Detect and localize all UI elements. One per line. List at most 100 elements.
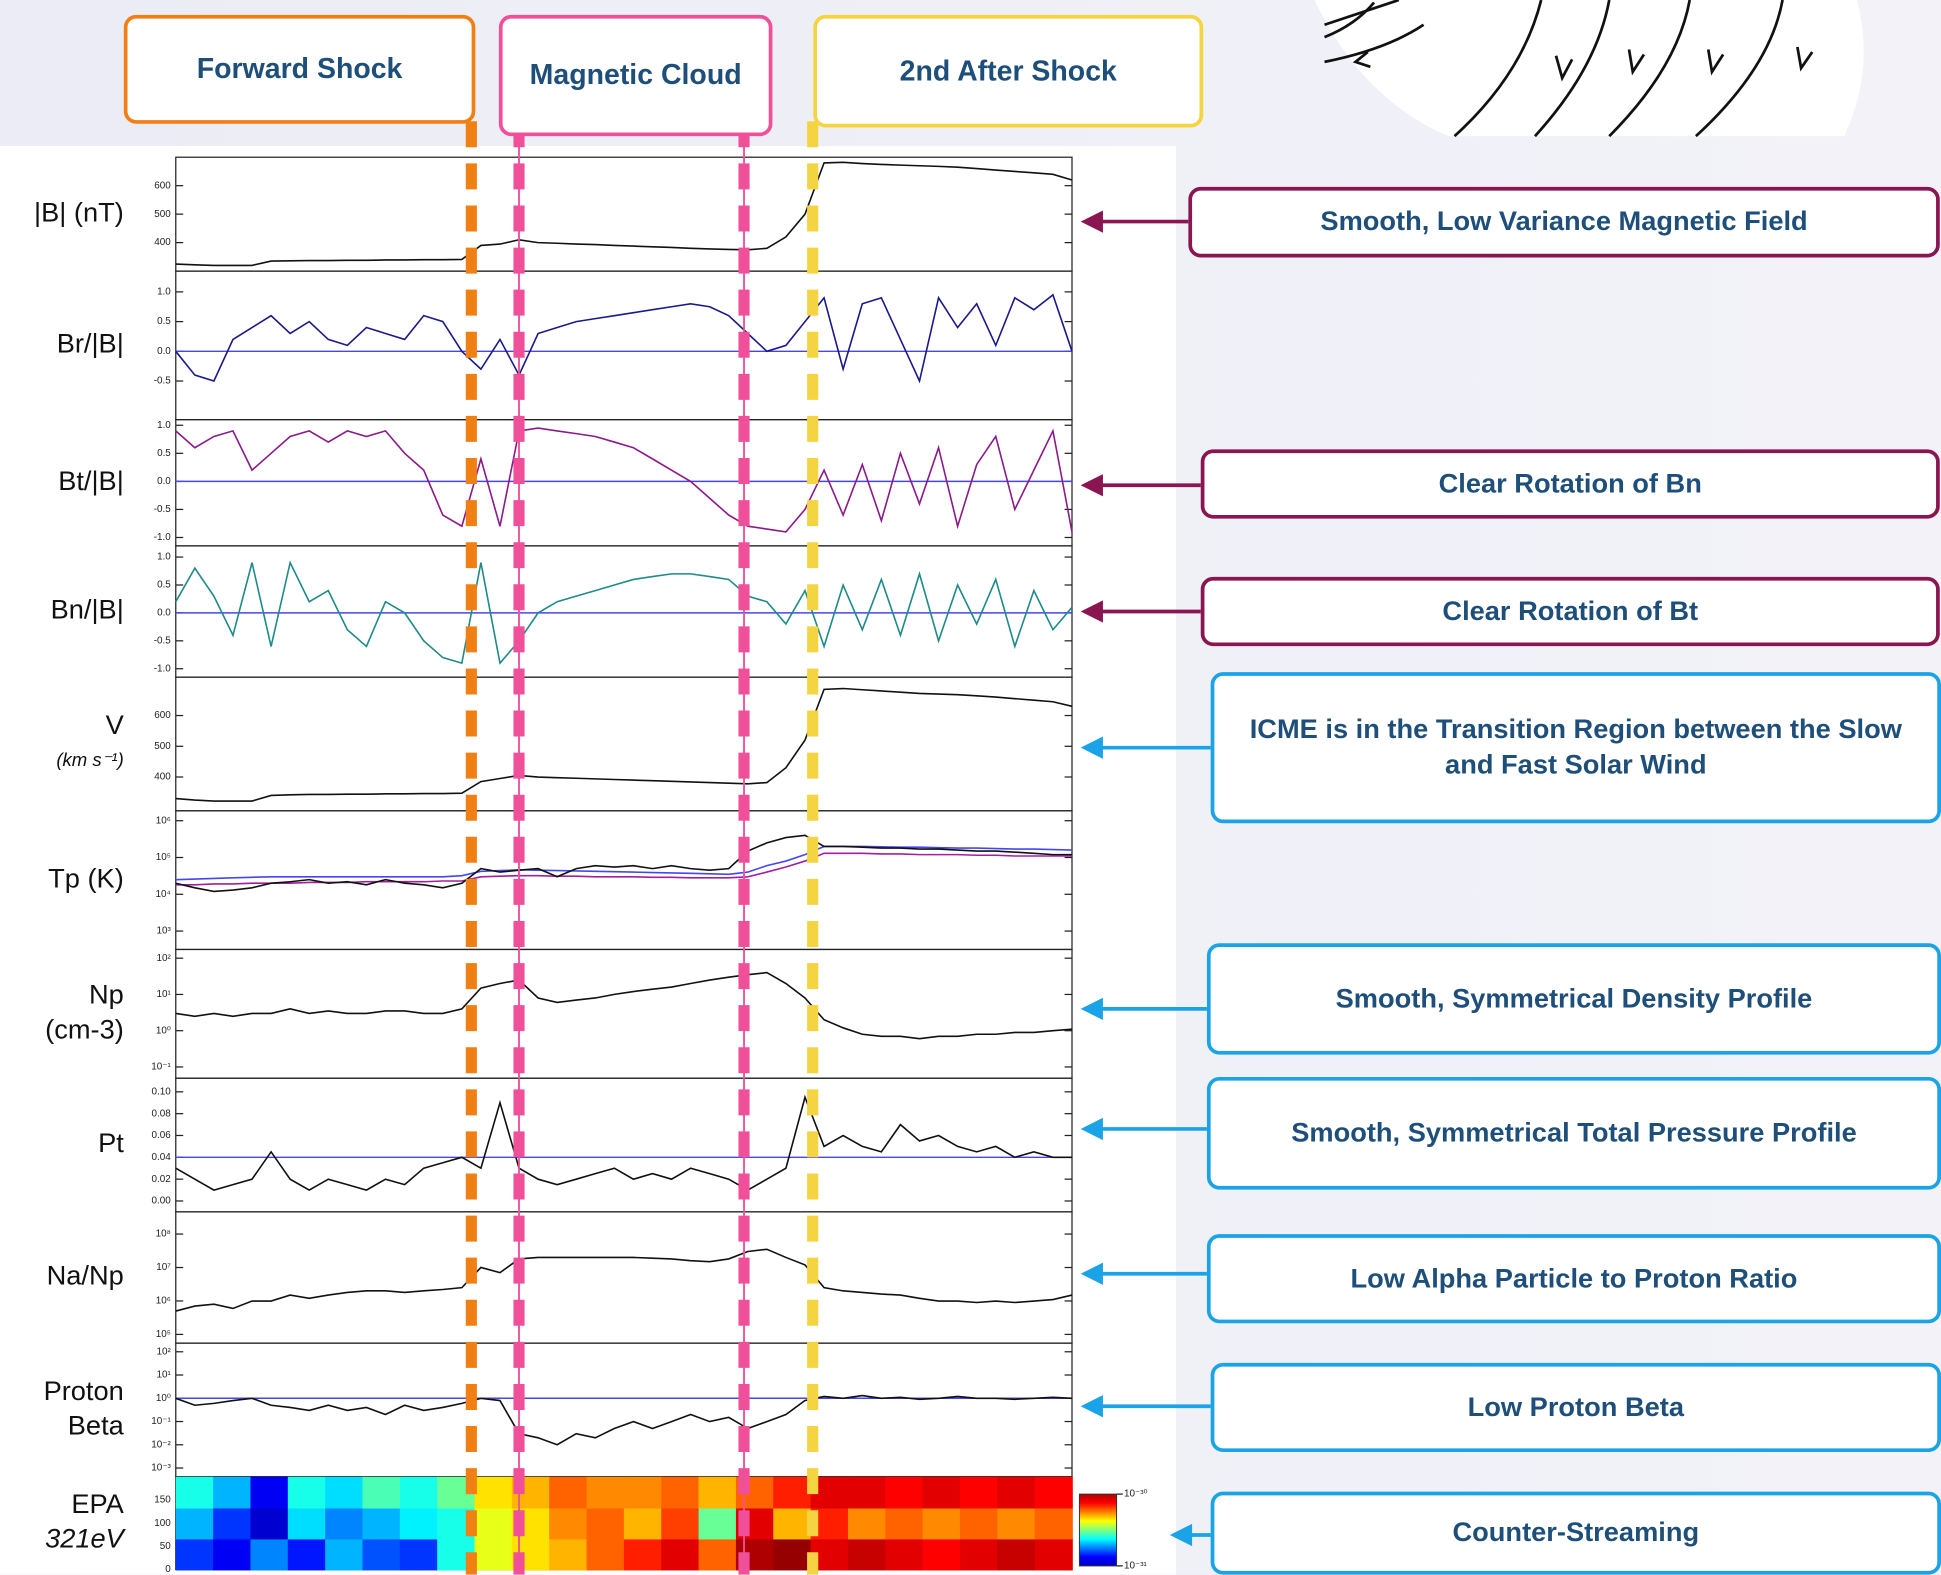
y-tick-label: 10⁶ [156,1296,171,1307]
annotation-box: Counter-Streaming [1211,1492,1941,1575]
y-axis-label: V [106,709,125,740]
heatmap-cell [400,1539,438,1571]
y-tick-label: 500 [154,209,171,220]
y-tick-label: 0.10 [152,1086,172,1097]
heatmap-cell [362,1477,400,1509]
heatmap-cell [288,1477,326,1509]
y-axis-label: 321eV [45,1523,127,1554]
heatmap-cell [699,1508,737,1540]
page: 400500600|B| (nT)-0.50.00.51.0Br/|B|-1.0… [0,0,1941,1575]
y-tick-label: 10⁷ [156,1262,171,1273]
y-tick-label: 10² [157,1346,172,1357]
annotation-box: Clear Rotation of Bt [1201,577,1940,646]
y-tick-label: 10⁻² [151,1439,171,1450]
y-tick-label: 0.04 [152,1152,172,1163]
heatmap-cell [288,1508,326,1540]
heatmap-cell [848,1477,886,1509]
y-tick-label: 50 [160,1541,172,1552]
heatmap-cell [587,1477,625,1509]
y-tick-label: 0.02 [152,1174,171,1185]
y-tick-label: 10¹ [157,1370,172,1381]
y-tick-label: 10⁰ [156,1025,171,1036]
y-tick-label: 10⁰ [156,1393,171,1404]
y-axis-label: Beta [68,1409,125,1440]
colorbar-tick-label: 10⁻³¹ [1124,1561,1148,1572]
y-tick-label: 10⁵ [156,852,171,863]
heatmap-cell [699,1477,737,1509]
heatmap-cell [176,1539,214,1571]
field-line-sketch [1315,0,1864,136]
heatmap-cell [587,1508,625,1540]
heatmap-cell [325,1539,363,1571]
y-tick-label: 10⁻³ [151,1463,171,1474]
y-tick-label: 0.5 [157,448,171,459]
colorbar-tick-label: 10⁻³⁰ [1124,1489,1148,1500]
heatmap-cell [923,1508,961,1540]
heatmap-cell [475,1477,513,1509]
y-axis-label: Pt [98,1127,124,1158]
header-box: 2nd After Shock [813,15,1203,128]
heatmap-cell [773,1508,811,1540]
y-axis-label: Proton [44,1375,124,1406]
heatmap-cell [176,1508,214,1540]
y-tick-label: 500 [154,741,171,752]
header-box: Forward Shock [124,15,476,124]
heatmap-cell [250,1508,288,1540]
heatmap-cell [362,1508,400,1540]
heatmap-cell [1035,1539,1073,1571]
heatmap-cell [475,1508,513,1540]
heatmap-cell [960,1508,998,1540]
y-tick-label: 1.0 [157,420,171,431]
y-tick-label: 10⁸ [156,1229,171,1240]
y-tick-label: 0 [165,1564,171,1574]
annotation-box: Smooth, Symmetrical Density Profile [1207,943,1941,1054]
y-axis-label: Bt/|B| [58,465,124,496]
heatmap-cell [213,1477,251,1509]
y-tick-label: 10³ [157,926,172,937]
heatmap-cell [661,1539,699,1571]
heatmap-cell [250,1477,288,1509]
heatmap-cell [624,1539,662,1571]
heatmap-cell [213,1508,251,1540]
y-tick-label: 0.5 [157,580,171,591]
heatmap-cell [960,1539,998,1571]
y-tick-label: 0.0 [157,608,171,619]
y-axis-label: Np [89,979,124,1010]
annotation-box: Smooth, Low Variance Magnetic Field [1188,187,1939,258]
heatmap-cell [400,1477,438,1509]
heatmap-cell [288,1539,326,1571]
heatmap-cell [624,1477,662,1509]
heatmap-cell [923,1539,961,1571]
heatmap-cell [997,1508,1035,1540]
y-tick-label: 0.0 [157,476,171,487]
heatmap-cell [997,1477,1035,1509]
heatmap-cell [848,1508,886,1540]
y-axis-label: EPA [71,1488,124,1519]
heatmap-cell [549,1539,587,1571]
y-tick-label: 10² [157,953,172,964]
heatmap-cell [661,1477,699,1509]
heatmap-cell [1035,1508,1073,1540]
figure: 400500600|B| (nT)-0.50.00.51.0Br/|B|-1.0… [0,0,1941,1575]
heatmap-cell [1035,1477,1073,1509]
annotation-box: Clear Rotation of Bn [1201,449,1940,518]
heatmap-cell [325,1477,363,1509]
y-tick-label: 1.0 [157,287,171,298]
y-tick-label: 1.0 [157,552,171,563]
y-axis-label: Br/|B| [57,328,124,359]
y-tick-label: -1.0 [154,663,172,674]
heatmap-cell [587,1539,625,1571]
heatmap-cell [400,1508,438,1540]
y-tick-label: -0.5 [154,504,172,515]
y-tick-label: -0.5 [154,376,172,387]
heatmap-cell [848,1539,886,1571]
y-tick-label: 600 [154,180,171,191]
y-tick-label: 600 [154,710,171,721]
heatmap-cell [176,1477,214,1509]
y-tick-label: 10⁶ [156,815,171,826]
y-axis-label: (km s⁻¹) [56,749,123,770]
y-tick-label: 0.00 [152,1196,172,1207]
heatmap-cell [661,1508,699,1540]
heatmap-cell [885,1508,923,1540]
heatmap-cell [773,1477,811,1509]
